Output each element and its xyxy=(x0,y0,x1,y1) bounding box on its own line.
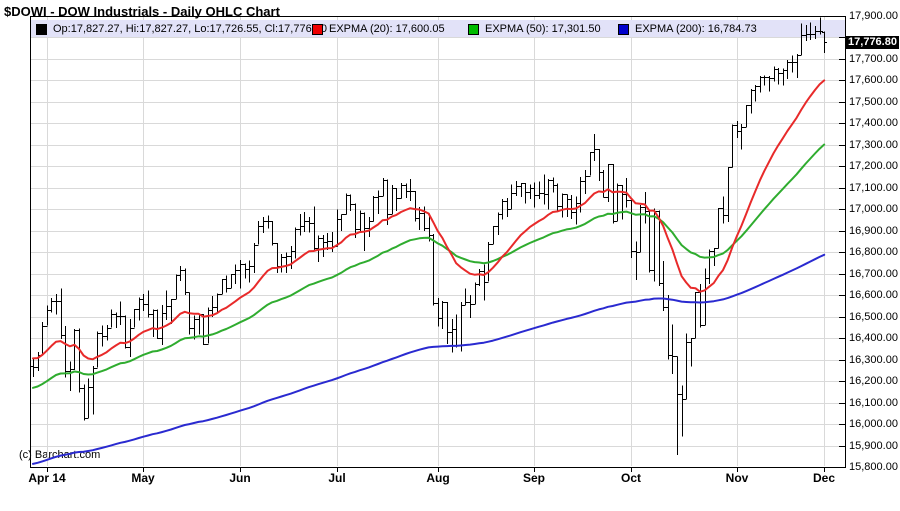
y-axis-label: 17,700.00 xyxy=(849,52,898,65)
y-axis-label: 16,300.00 xyxy=(849,353,898,366)
y-axis-label: 15,800.00 xyxy=(849,461,898,473)
expma-20-swatch-icon xyxy=(312,23,323,35)
y-axis-label: 17,900.00 xyxy=(849,10,898,22)
ema-200-line xyxy=(32,253,826,465)
month-label: Jul xyxy=(328,471,346,485)
expma-50-swatch-icon xyxy=(468,23,479,35)
month-label: Nov xyxy=(725,471,749,485)
legend-item-label: EXPMA (50): 17,301.50 xyxy=(485,23,601,35)
legend-item-label: EXPMA (20): 17,600.05 xyxy=(329,23,445,35)
y-axis-label: 17,000.00 xyxy=(849,203,898,216)
y-axis-label: 16,100.00 xyxy=(849,396,898,409)
month-label: Sep xyxy=(522,471,546,485)
legend-item-label: EXPMA (200): 16,784.73 xyxy=(635,23,757,35)
y-axis-label: 16,200.00 xyxy=(849,375,898,388)
ohlc-swatch-icon xyxy=(36,23,47,35)
y-axis-label: 16,800.00 xyxy=(849,246,898,259)
month-label: Jun xyxy=(229,471,251,485)
month-label: Aug xyxy=(426,471,450,485)
last-price-tag: 17,776.80 xyxy=(846,36,899,49)
legend-item-expma-200: EXPMA (200): 16,784.73 xyxy=(618,22,757,36)
y-axis-label: 17,100.00 xyxy=(849,181,898,194)
y-axis-label: 15,900.00 xyxy=(849,439,898,452)
expma-200-swatch-icon xyxy=(618,23,629,35)
chart-title: $DOWI - DOW Industrials - Daily OHLC Cha… xyxy=(4,4,280,19)
y-axis-label: 16,600.00 xyxy=(849,289,898,302)
legend-item-ohlc: Op:17,827.27, Hi:17,827.27, Lo:17,726.55… xyxy=(36,22,327,36)
y-axis-label: 16,700.00 xyxy=(849,267,898,280)
y-axis-label: 17,600.00 xyxy=(849,74,898,87)
month-label: Dec xyxy=(812,471,836,485)
legend-item-expma-20: EXPMA (20): 17,600.05 xyxy=(312,22,445,36)
ohlc-bars xyxy=(31,17,827,456)
legend-item-label: Op:17,827.27, Hi:17,827.27, Lo:17,726.55… xyxy=(53,23,327,35)
y-axis-label: 16,400.00 xyxy=(849,332,898,345)
legend-item-expma-50: EXPMA (50): 17,301.50 xyxy=(468,22,601,36)
y-axis-label: 16,000.00 xyxy=(849,418,898,431)
legend-band xyxy=(31,20,845,37)
y-axis-label: 17,400.00 xyxy=(849,117,898,130)
y-axis-label: 17,500.00 xyxy=(849,95,898,108)
y-axis-label: 16,500.00 xyxy=(849,310,898,323)
y-axis-label: 16,900.00 xyxy=(849,224,898,237)
y-axis-label: 17,300.00 xyxy=(849,138,898,151)
month-label: Apr 14 xyxy=(28,471,66,485)
ema-50-line xyxy=(32,143,826,389)
y-axis-label: 17,200.00 xyxy=(849,160,898,173)
ema-20-line xyxy=(32,79,826,361)
month-label: May xyxy=(131,471,155,485)
month-label: Oct xyxy=(620,471,642,485)
